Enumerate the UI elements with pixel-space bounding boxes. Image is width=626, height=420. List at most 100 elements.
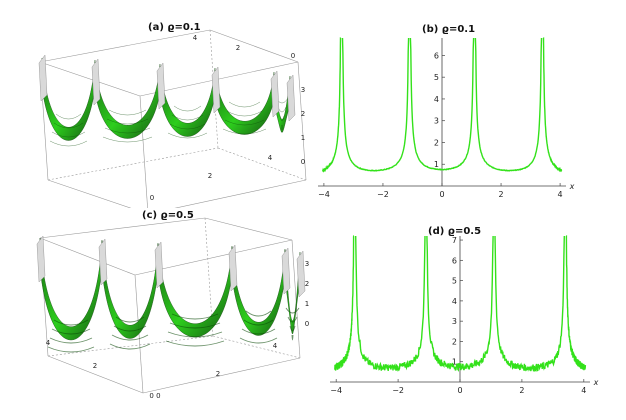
surface-texture (167, 331, 223, 338)
box-edge (297, 61, 307, 181)
surface-texture (106, 118, 149, 125)
y-tick-label: 2 (93, 362, 97, 370)
panel-c: (c) ϱ=0.5 0 1 2 3 0 0 2 4 2 4 (0, 208, 310, 416)
x-tick-label: 4 (581, 386, 586, 395)
y-tick-label: 4 (193, 34, 198, 42)
box-edge (47, 355, 144, 394)
x-tick-label: 0 (150, 194, 154, 202)
y-tick-label: 4 (434, 95, 439, 104)
curve-segment (494, 235, 565, 372)
x-tick-label: −4 (330, 386, 342, 395)
z-tick-label: 0 (305, 320, 309, 328)
surface-texture (53, 122, 84, 129)
z-tick-label: 3 (301, 86, 305, 94)
surface-valley (157, 243, 233, 337)
surface-texture (277, 106, 287, 113)
surface-texture (102, 136, 153, 143)
panel-d: (d) ϱ=0.5 x −4 −2 0 2 4 1 2 3 4 5 6 7 (310, 208, 626, 416)
x-tick-label: −2 (392, 386, 404, 395)
x-tick-label: −2 (377, 190, 389, 199)
z-tick-label: 1 (301, 134, 305, 142)
x-tick-label: 2 (499, 190, 504, 199)
surface-texture (228, 101, 261, 108)
surface-texture (109, 343, 151, 350)
x-axis-label: x (569, 182, 575, 191)
surface-texture (55, 113, 82, 120)
box-edge (291, 239, 301, 359)
peak-cap (91, 58, 101, 106)
curve-segment (565, 235, 587, 371)
surface-texture (173, 105, 202, 112)
y-tick-label: 5 (434, 73, 439, 82)
surface-texture (108, 109, 147, 116)
surface-texture (291, 334, 294, 341)
peak-cap (270, 70, 280, 118)
surface-texture (171, 313, 219, 320)
surface-texture (111, 334, 149, 341)
line-plot-b: x −4 −2 0 2 4 1 2 3 4 5 6 (318, 37, 575, 199)
curve-segment (426, 235, 494, 372)
peak-cap (98, 238, 108, 286)
y-tick-label: 2 (236, 44, 240, 52)
z-tick-label: 1 (305, 300, 309, 308)
surface-texture (287, 316, 298, 323)
y-tick-label: 3 (434, 117, 439, 126)
curve-segment (334, 235, 355, 371)
panel-a-title: (a) ϱ=0.1 (148, 22, 201, 33)
surface-texture (226, 110, 263, 117)
surface-texture (241, 328, 276, 335)
surface-texture (165, 340, 225, 347)
curve-segment (341, 37, 410, 172)
peak-cap (36, 235, 46, 283)
x-tick-label: 2 (216, 370, 220, 378)
surface-valley (94, 61, 161, 139)
surface-valley (231, 246, 286, 336)
box-edge (147, 179, 307, 215)
y-tick-label: 1 (452, 358, 457, 367)
surface-texture (49, 337, 93, 344)
panel-d-title: (d) ϱ=0.5 (428, 226, 482, 237)
surface-texture (49, 140, 88, 147)
surface-texture (53, 319, 89, 326)
surface-valley (101, 240, 159, 339)
line-plot-d: x −4 −2 0 2 4 1 2 3 4 5 6 7 (330, 235, 599, 395)
box-edge (139, 61, 299, 97)
surface (36, 235, 306, 353)
surface-texture (245, 310, 272, 317)
surface-valley (273, 73, 291, 133)
panel-c-title: (c) ϱ=0.5 (142, 210, 194, 221)
peak-cap (211, 66, 221, 114)
peak-cap (228, 244, 238, 292)
surface-texture (169, 322, 221, 329)
surface (38, 54, 296, 147)
surface-texture (51, 328, 91, 335)
box-edge (39, 61, 141, 97)
peak-cap (281, 247, 291, 295)
curve-segment (321, 37, 342, 173)
axis-ticks: 4 2 0 0 1 2 3 0 2 4 (150, 34, 305, 202)
surface-texture (167, 132, 208, 139)
x-tick-label: 0 (439, 190, 444, 199)
x-tick-label: 0 0 (149, 392, 160, 400)
surface-texture (51, 131, 86, 138)
box-edge (217, 147, 307, 181)
surface-texture (47, 346, 95, 353)
y-tick-label: 3 (452, 317, 457, 326)
curve-segment (542, 37, 563, 173)
surface-texture (243, 319, 274, 326)
z-tick-label: 2 (301, 110, 305, 118)
z-tick-label: 3 (305, 260, 309, 268)
y-tick-label: 7 (452, 236, 457, 245)
x-tick-label: −4 (318, 190, 330, 199)
surface-texture (113, 325, 147, 332)
x-tick-label: 4 (268, 154, 273, 162)
y-tick-label: 4 (46, 339, 51, 347)
y-tick-label: 2 (452, 337, 457, 346)
box-edge (39, 237, 136, 276)
x-tick-label: 2 (208, 172, 212, 180)
curve-segment (409, 37, 475, 171)
surface-plot-c: 0 1 2 3 0 0 2 4 2 4 (36, 217, 309, 400)
peak-cap (154, 241, 164, 289)
box-edge (209, 29, 299, 63)
y-tick-label: 0 (291, 52, 295, 60)
